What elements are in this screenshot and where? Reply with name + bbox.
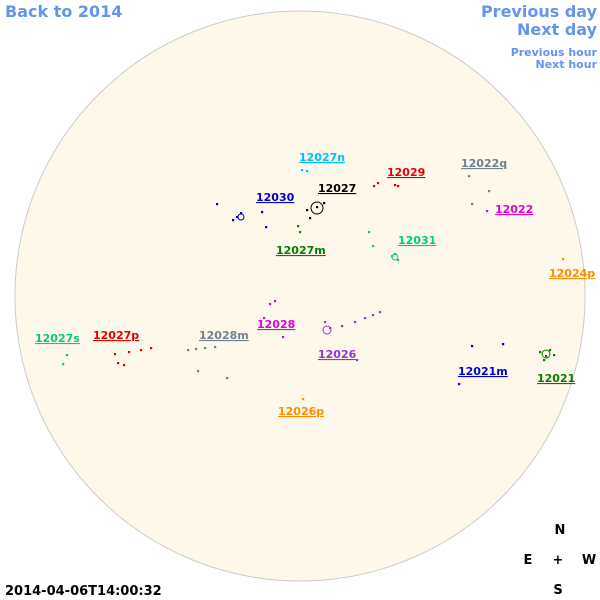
sunspot (468, 175, 471, 178)
sunspot (66, 354, 69, 357)
sunspot (187, 349, 190, 352)
sunspot (309, 217, 312, 220)
sunspot (299, 231, 302, 234)
sunspot (377, 182, 380, 185)
region-label: 12026 (318, 348, 357, 361)
region-label: 12024p (549, 267, 595, 280)
region-label: 12026p (278, 405, 324, 418)
sunspot-group (237, 213, 245, 221)
back-link[interactable]: Back to 2014 (5, 2, 122, 21)
sunspot (539, 351, 542, 354)
sunspot (373, 185, 376, 188)
sunspot (269, 303, 272, 306)
region-label: 12029 (387, 166, 425, 179)
previous-hour-link[interactable]: Previous hour (511, 46, 598, 59)
sunspot (368, 231, 371, 234)
sunspot (117, 362, 120, 365)
timestamp: 2014-04-06T14:00:32 (5, 584, 162, 599)
sunspot (214, 346, 217, 349)
sunspot (458, 383, 461, 386)
region-label: 12031 (398, 234, 436, 247)
sunspot (226, 377, 229, 380)
region-label: 12030 (256, 191, 295, 204)
solar-disk (14, 10, 586, 582)
sunspot (297, 225, 300, 228)
sunspot (306, 209, 309, 212)
region-label: 12021m (458, 365, 508, 378)
sunspot (306, 170, 309, 173)
sunspot (236, 216, 239, 219)
sunspot (471, 203, 474, 206)
region-label: 12027p (93, 329, 139, 342)
sunspot (261, 211, 264, 214)
sunspot (140, 349, 143, 352)
sunspot (394, 184, 397, 187)
region-label: 12021 (537, 372, 575, 385)
sunspot (216, 203, 219, 206)
compass-east: E (524, 553, 533, 568)
sunspot (372, 245, 375, 248)
sunspot (549, 349, 552, 352)
compass-west: W (582, 553, 596, 568)
sunspot-group (322, 325, 332, 335)
next-day-link[interactable]: Next day (517, 20, 598, 39)
sunspot (123, 364, 126, 367)
sunspot (302, 398, 305, 401)
sunspot (329, 327, 332, 330)
sunspot (397, 185, 400, 188)
compass-south: S (553, 583, 562, 598)
compass-north: N (555, 523, 566, 538)
sunspot (545, 355, 548, 358)
sunspot (195, 348, 198, 351)
previous-day-link[interactable]: Previous day (481, 2, 598, 21)
sunspot (543, 359, 546, 362)
next-hour-link[interactable]: Next hour (536, 58, 598, 71)
region-label: 12022q (461, 157, 507, 170)
sunspot (324, 321, 327, 324)
sunspot (240, 212, 243, 215)
region-label: 12028 (257, 318, 295, 331)
sunspot (282, 336, 285, 339)
sunspot (316, 206, 319, 209)
sunspot (301, 169, 304, 172)
sunspot (197, 370, 200, 373)
sunspot (150, 347, 153, 350)
sunspot (232, 219, 235, 222)
sunspot (397, 259, 400, 262)
sunspot (356, 359, 359, 362)
sunspot (274, 300, 277, 303)
compass-center: + (553, 553, 564, 568)
region-label: 12027m (276, 244, 326, 257)
sunspot (488, 190, 491, 193)
sunspot (471, 345, 474, 348)
sunspot (62, 363, 65, 366)
sunspot (486, 210, 489, 213)
region-label: 12027s (35, 332, 80, 345)
sunspot (364, 317, 367, 320)
sunspot (341, 325, 344, 328)
region-label: 12022 (495, 203, 533, 216)
sunspot (562, 258, 565, 261)
sunspot (502, 343, 505, 346)
sunspot (553, 354, 556, 357)
region-label: 12027 (318, 182, 356, 195)
sunspot (263, 317, 266, 320)
region-label: 12028m (199, 329, 249, 342)
sunspot (323, 202, 326, 205)
sunspot (204, 347, 207, 350)
regions: 12027n 12029 12022q 12027 12030 12022 12027m 12… (35, 151, 595, 418)
sunspot (114, 353, 117, 356)
sunspot-group (541, 349, 551, 359)
sunspot (379, 311, 382, 314)
sunspot-group (310, 201, 324, 215)
sunspot (265, 226, 268, 229)
sunspot-group (391, 253, 399, 261)
sunspot (128, 351, 131, 354)
sunspot (372, 314, 375, 317)
region-label: 12027n (299, 151, 345, 164)
sunspot (354, 321, 357, 324)
